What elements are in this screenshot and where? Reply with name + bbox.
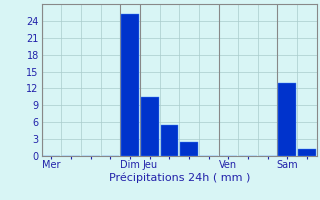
Bar: [180, 142, 198, 156]
Bar: [141, 97, 159, 156]
Bar: [278, 83, 296, 156]
Bar: [298, 149, 316, 156]
Bar: [121, 14, 139, 156]
Bar: [161, 125, 178, 156]
X-axis label: Précipitations 24h ( mm ): Précipitations 24h ( mm ): [108, 173, 250, 183]
